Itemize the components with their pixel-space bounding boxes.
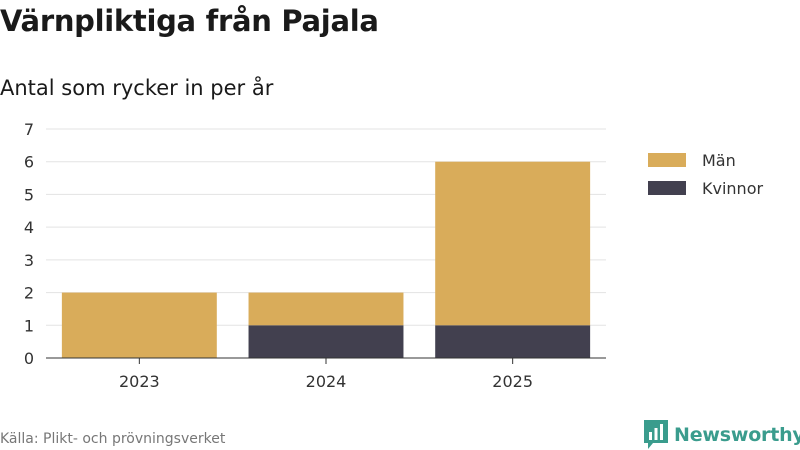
bar-2025-mn xyxy=(435,161,591,326)
y-tick-label-1: 1 xyxy=(24,316,34,335)
brand-name: Newsworthy xyxy=(674,424,800,446)
y-tick-label-5: 5 xyxy=(24,185,34,204)
y-tick-label-2: 2 xyxy=(24,284,34,303)
legend: Män Kvinnor xyxy=(648,146,763,202)
chart-title: Värnpliktiga från Pajala xyxy=(0,4,379,38)
x-tick-label-2025: 2025 xyxy=(492,372,533,391)
brand[interactable]: Newsworthy xyxy=(644,420,800,450)
bar-2024-mn xyxy=(248,292,404,326)
chart-subtitle: Antal som rycker in per år xyxy=(0,76,274,100)
legend-item-kvinnor: Kvinnor xyxy=(648,174,763,202)
y-tick-label-4: 4 xyxy=(24,218,34,237)
legend-label-man: Män xyxy=(702,150,736,170)
newsworthy-logo-icon xyxy=(644,420,668,449)
bar-2024-kvinnor xyxy=(248,325,404,358)
x-tick-label-2024: 2024 xyxy=(306,372,347,391)
legend-swatch-kvinnor xyxy=(648,181,686,195)
bar-2025-kvinnor xyxy=(435,325,591,358)
y-tick-label-3: 3 xyxy=(24,251,34,270)
legend-item-man: Män xyxy=(648,146,763,174)
y-tick-label-0: 0 xyxy=(24,349,34,368)
bar-2023-mn xyxy=(61,292,217,358)
y-tick-label-7: 7 xyxy=(24,120,34,139)
legend-label-kvinnor: Kvinnor xyxy=(702,178,764,198)
y-tick-label-6: 6 xyxy=(24,153,34,172)
x-tick-label-2023: 2023 xyxy=(119,372,160,391)
legend-swatch-man xyxy=(648,153,686,167)
source-note: Källa: Plikt- och prövningsverket xyxy=(0,431,226,447)
